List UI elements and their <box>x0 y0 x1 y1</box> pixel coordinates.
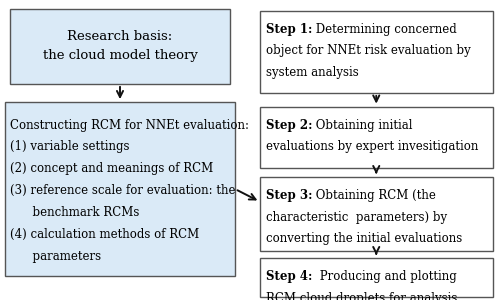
FancyBboxPatch shape <box>5 102 235 276</box>
Text: benchmark RCMs: benchmark RCMs <box>10 206 140 219</box>
Text: Constructing RCM for NNEt evaluation:: Constructing RCM for NNEt evaluation: <box>10 118 249 131</box>
Text: (3) reference scale for evaluation: the: (3) reference scale for evaluation: the <box>10 184 235 197</box>
Text: Research basis:
the cloud model theory: Research basis: the cloud model theory <box>42 31 198 62</box>
Text: (1) variable settings: (1) variable settings <box>10 140 130 153</box>
Text: Determining concerned: Determining concerned <box>312 22 457 35</box>
Text: characteristic  parameters) by: characteristic parameters) by <box>266 211 447 224</box>
Text: converting the initial evaluations: converting the initial evaluations <box>266 232 462 245</box>
Text: Step 3:: Step 3: <box>266 189 312 202</box>
Text: object for NNEt risk evaluation by: object for NNEt risk evaluation by <box>266 44 471 57</box>
FancyBboxPatch shape <box>260 106 492 168</box>
Text: (2) concept and meanings of RCM: (2) concept and meanings of RCM <box>10 162 213 175</box>
FancyBboxPatch shape <box>260 177 492 250</box>
Text: system analysis: system analysis <box>266 66 359 79</box>
Text: Step 1:: Step 1: <box>266 22 312 35</box>
Text: RCM cloud droplets for analysis: RCM cloud droplets for analysis <box>266 292 458 300</box>
Text: Step 4:: Step 4: <box>266 270 316 283</box>
Text: (4) calculation methods of RCM: (4) calculation methods of RCM <box>10 228 199 241</box>
Text: evaluations by expert invesitigation: evaluations by expert invesitigation <box>266 140 478 153</box>
FancyBboxPatch shape <box>260 11 492 93</box>
Text: Step 2:: Step 2: <box>266 118 312 131</box>
Text: Producing and plotting: Producing and plotting <box>316 270 457 283</box>
FancyBboxPatch shape <box>260 258 492 297</box>
Text: parameters: parameters <box>10 250 101 263</box>
Text: Obtaining initial: Obtaining initial <box>312 118 413 131</box>
Text: Obtaining RCM (the: Obtaining RCM (the <box>312 189 436 202</box>
FancyBboxPatch shape <box>10 9 230 84</box>
